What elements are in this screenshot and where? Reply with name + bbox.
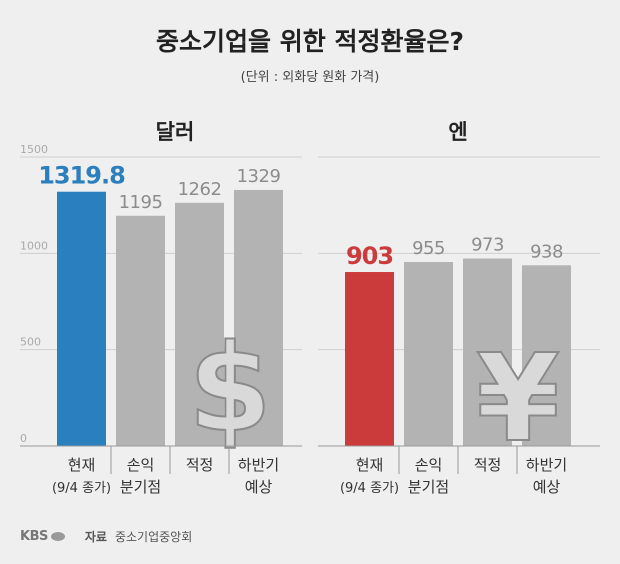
panel-title-yen: 엔 (448, 120, 468, 144)
bar (116, 215, 165, 446)
kbs-logo-icon (50, 532, 65, 541)
x-tick-label: 손익 (127, 456, 155, 474)
bar (175, 202, 224, 446)
x-tick-label: 손익 (415, 456, 443, 474)
source-text: 중소기업중앙회 (114, 530, 193, 544)
y-tick-label: 500 (20, 336, 41, 349)
x-tick-label: 분기점 (120, 478, 161, 496)
bar (234, 189, 283, 447)
x-tick-label: (9/4 종가) (52, 481, 111, 496)
data-label: 1319.8 (38, 162, 125, 190)
x-tick-label: 하반기 (526, 456, 567, 474)
panel-title-dollar: 달러 (155, 120, 195, 144)
x-tick-label: 하반기 (238, 456, 279, 474)
x-tick-label: 적정 (186, 456, 214, 474)
bar (463, 258, 512, 446)
yen-icon: ¥ (476, 330, 560, 469)
data-label: 938 (530, 241, 563, 262)
data-label: 1262 (178, 179, 222, 200)
kbs-logo-text: KBS (20, 529, 48, 544)
x-tick-label: 현재 (68, 456, 96, 474)
x-tick-label: 분기점 (408, 478, 449, 496)
chart-subtitle: (단위 : 외화당 원화 가격) (240, 70, 380, 85)
data-label: 1329 (237, 166, 281, 187)
chart-title: 중소기업을 위한 적정환율은? (156, 27, 464, 56)
y-tick-label: 0 (20, 432, 27, 445)
y-tick-label: 1500 (20, 143, 48, 156)
bar (57, 191, 106, 446)
data-label: 973 (471, 235, 504, 256)
x-tick-label: 현재 (356, 456, 384, 474)
bar (345, 272, 394, 446)
data-label: 1195 (119, 192, 163, 213)
kbs-logo: KBS (20, 529, 65, 544)
footer: KBS 자료 중소기업중앙회 (20, 528, 192, 545)
x-tick-label: 적정 (474, 456, 502, 474)
bar (404, 262, 453, 446)
dollar-icon: $ (188, 320, 272, 459)
bar (522, 265, 571, 446)
x-tick-label: 예상 (245, 478, 273, 496)
data-label: 955 (412, 238, 445, 259)
source-label: 자료 (84, 530, 107, 544)
x-tick-label: 예상 (533, 478, 561, 496)
x-tick-label: (9/4 종가) (340, 481, 399, 496)
y-tick-label: 1000 (20, 239, 48, 252)
data-label: 903 (346, 242, 393, 270)
